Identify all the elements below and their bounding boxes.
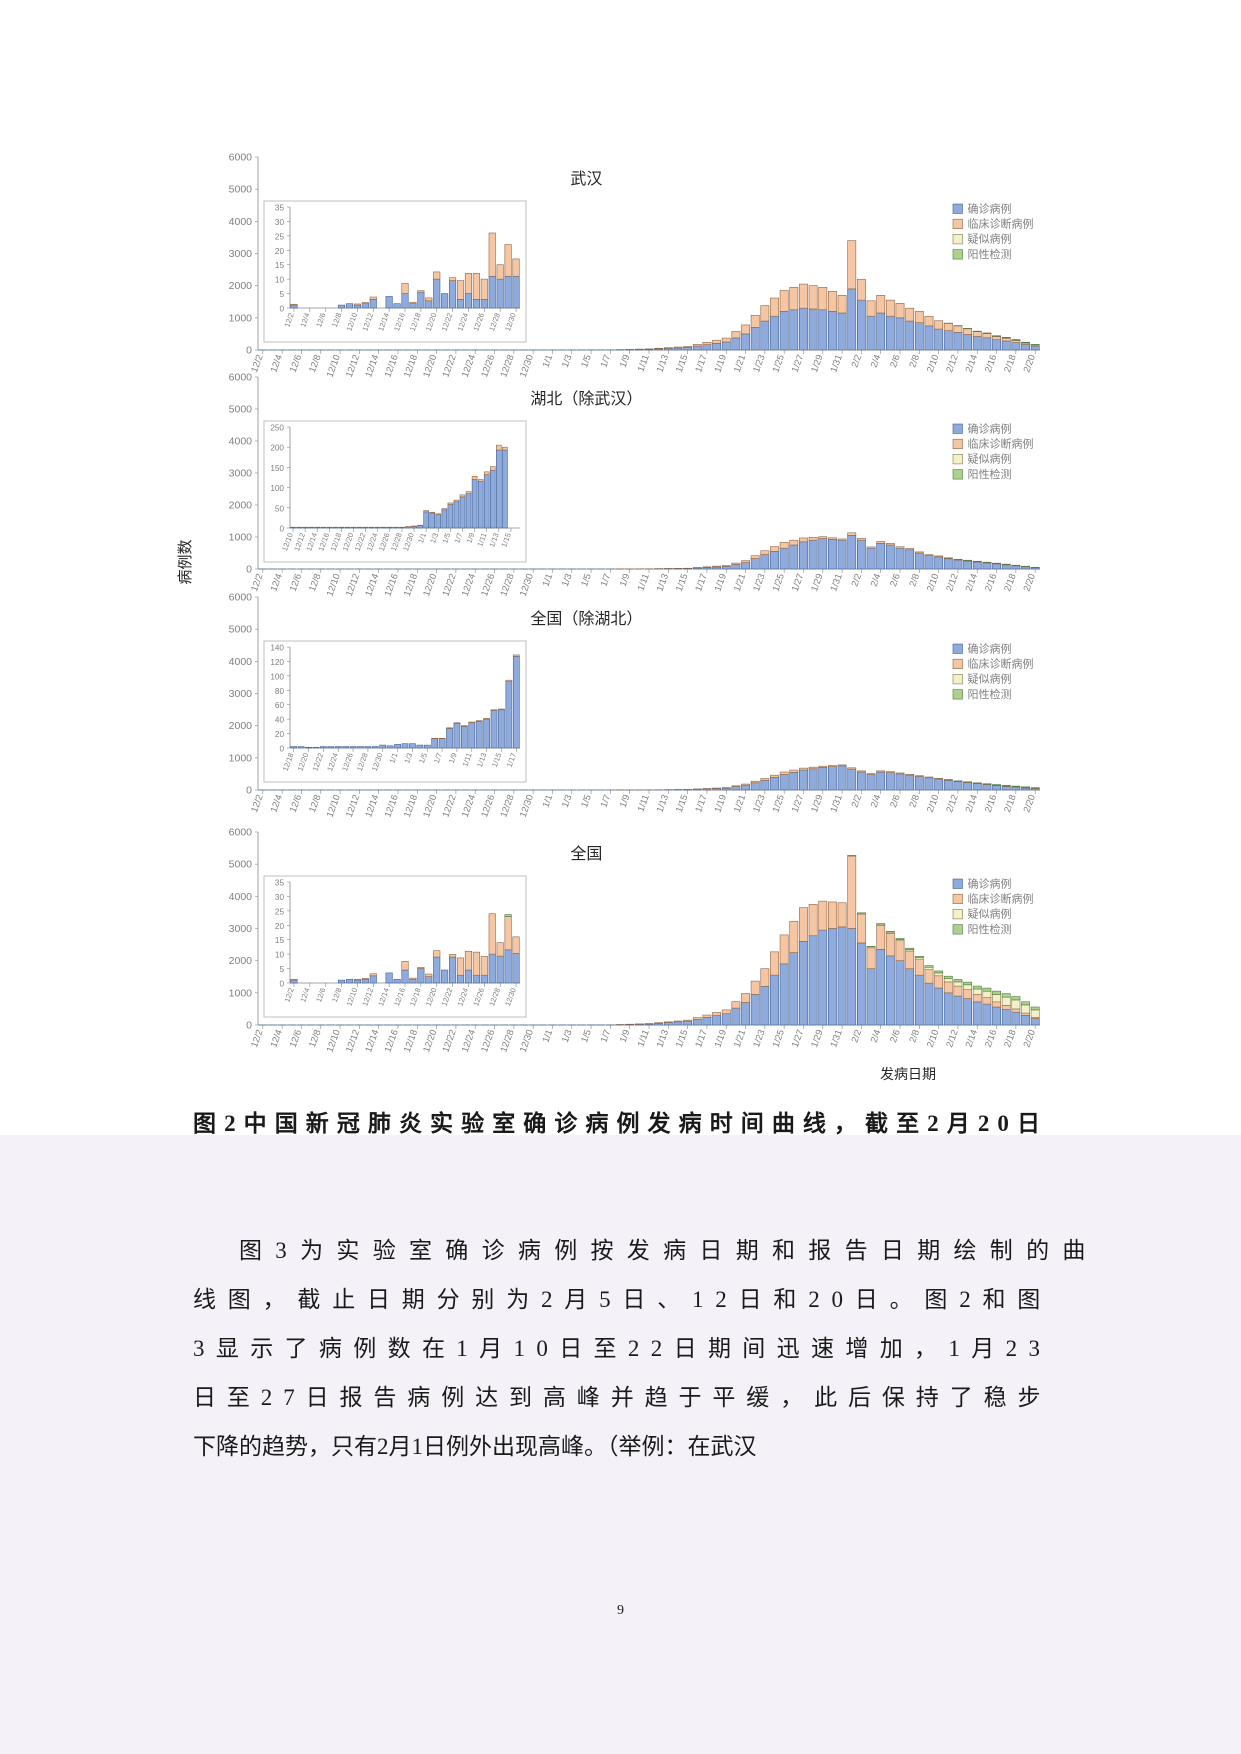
svg-text:12/24: 12/24: [455, 987, 470, 1008]
svg-text:12/4: 12/4: [268, 1028, 284, 1048]
svg-text:2000: 2000: [229, 955, 253, 967]
svg-text:12/14: 12/14: [363, 1028, 380, 1053]
svg-text:1/21: 1/21: [732, 1028, 748, 1048]
svg-text:1/15: 1/15: [674, 1028, 690, 1048]
svg-text:12/16: 12/16: [383, 1028, 400, 1053]
svg-text:5000: 5000: [229, 859, 253, 871]
svg-text:2/12: 2/12: [944, 1028, 960, 1048]
svg-text:10: 10: [275, 951, 285, 960]
svg-text:1/19: 1/19: [713, 1028, 729, 1048]
svg-text:12/18: 12/18: [408, 987, 423, 1008]
svg-text:1/9: 1/9: [618, 1028, 632, 1044]
svg-text:12/20: 12/20: [424, 987, 439, 1008]
svg-text:2/10: 2/10: [925, 1028, 941, 1048]
svg-text:1/5: 1/5: [579, 1028, 593, 1044]
svg-text:6000: 6000: [229, 827, 253, 839]
svg-text:3000: 3000: [229, 923, 253, 935]
svg-text:12/2: 12/2: [282, 987, 295, 1004]
svg-text:12/18: 12/18: [402, 1028, 419, 1053]
svg-text:2/2: 2/2: [849, 1028, 863, 1044]
svg-text:12/22: 12/22: [440, 987, 455, 1008]
svg-text:12/4: 12/4: [298, 987, 311, 1004]
svg-text:疑似病例: 疑似病例: [968, 907, 1012, 921]
svg-text:确诊病例: 确诊病例: [968, 876, 1012, 890]
svg-text:35: 35: [275, 879, 285, 888]
svg-text:0: 0: [279, 980, 284, 989]
svg-text:5: 5: [279, 965, 284, 974]
svg-text:2/4: 2/4: [869, 1028, 883, 1044]
svg-text:2/14: 2/14: [964, 1028, 980, 1048]
svg-text:12/26: 12/26: [479, 1028, 496, 1053]
svg-text:12/10: 12/10: [344, 987, 359, 1008]
svg-text:2/18: 2/18: [1002, 1028, 1018, 1048]
svg-text:12/8: 12/8: [330, 987, 343, 1004]
svg-text:12/12: 12/12: [344, 1028, 361, 1053]
svg-text:1/1: 1/1: [541, 1028, 555, 1044]
svg-text:1/27: 1/27: [790, 1028, 806, 1048]
svg-text:2/8: 2/8: [907, 1028, 921, 1044]
svg-text:12/14: 12/14: [376, 987, 391, 1008]
svg-text:临床诊断病例: 临床诊断病例: [968, 892, 1034, 906]
svg-text:1/25: 1/25: [770, 1028, 786, 1048]
svg-text:1/17: 1/17: [693, 1028, 709, 1048]
svg-text:1/7: 1/7: [598, 1028, 612, 1044]
svg-text:20: 20: [275, 922, 285, 931]
svg-text:12/16: 12/16: [392, 987, 407, 1008]
svg-text:1000: 1000: [229, 987, 253, 999]
svg-text:1/13: 1/13: [655, 1028, 671, 1048]
svg-text:12/26: 12/26: [471, 987, 486, 1008]
svg-text:12/6: 12/6: [288, 1028, 304, 1048]
svg-text:1/29: 1/29: [809, 1028, 825, 1048]
svg-text:12/22: 12/22: [440, 1028, 457, 1053]
svg-text:12/24: 12/24: [460, 1028, 477, 1053]
svg-text:12/28: 12/28: [487, 987, 502, 1008]
svg-text:2/16: 2/16: [983, 1028, 999, 1048]
svg-text:12/8: 12/8: [307, 1028, 323, 1048]
svg-text:阳性检测: 阳性检测: [968, 922, 1012, 936]
svg-text:25: 25: [275, 907, 285, 916]
svg-text:1/11: 1/11: [636, 1028, 651, 1048]
svg-text:4000: 4000: [229, 891, 253, 903]
svg-text:1/31: 1/31: [828, 1028, 844, 1048]
svg-text:1/23: 1/23: [751, 1028, 767, 1048]
svg-text:15: 15: [275, 936, 285, 945]
svg-text:12/6: 12/6: [314, 987, 327, 1004]
svg-text:12/28: 12/28: [498, 1028, 515, 1053]
svg-text:1/3: 1/3: [560, 1028, 574, 1044]
svg-text:2/6: 2/6: [888, 1028, 902, 1044]
svg-text:12/30: 12/30: [503, 987, 518, 1008]
svg-text:2/20: 2/20: [1021, 1028, 1037, 1048]
svg-text:0: 0: [246, 1020, 252, 1032]
svg-text:12/30: 12/30: [518, 1028, 535, 1053]
svg-text:12/20: 12/20: [421, 1028, 438, 1053]
svg-text:全国: 全国: [570, 845, 602, 863]
svg-text:30: 30: [275, 893, 285, 902]
svg-text:12/10: 12/10: [325, 1028, 342, 1053]
svg-text:12/12: 12/12: [360, 987, 375, 1008]
